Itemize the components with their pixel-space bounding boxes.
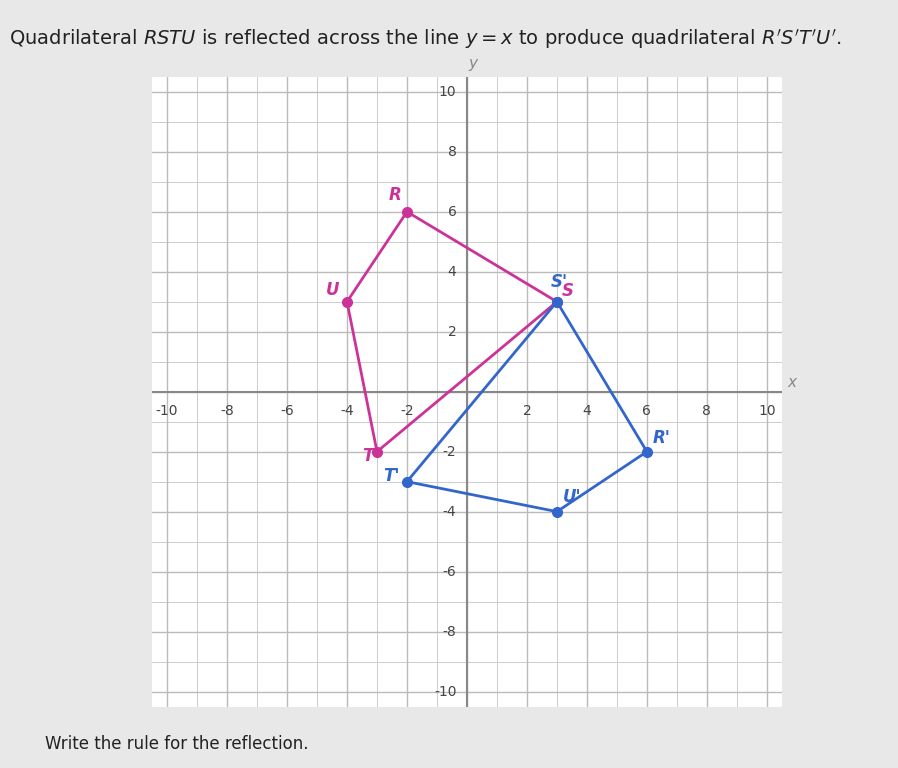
Text: 4: 4 bbox=[448, 265, 456, 279]
Text: -6: -6 bbox=[280, 404, 294, 418]
Text: 2: 2 bbox=[523, 404, 532, 418]
Text: T': T' bbox=[383, 467, 400, 485]
Text: 10: 10 bbox=[439, 84, 456, 99]
Text: 6: 6 bbox=[642, 404, 651, 418]
Text: U: U bbox=[326, 281, 339, 299]
Text: -6: -6 bbox=[443, 564, 456, 578]
Text: 6: 6 bbox=[447, 205, 456, 219]
Text: S: S bbox=[561, 282, 574, 300]
Text: -4: -4 bbox=[443, 505, 456, 518]
Text: 8: 8 bbox=[702, 404, 711, 418]
Text: 10: 10 bbox=[758, 404, 776, 418]
Text: R': R' bbox=[653, 429, 671, 447]
Text: -2: -2 bbox=[443, 445, 456, 458]
Text: 4: 4 bbox=[583, 404, 591, 418]
Text: -8: -8 bbox=[220, 404, 233, 418]
Text: 8: 8 bbox=[447, 145, 456, 159]
Text: U': U' bbox=[563, 488, 582, 505]
Text: -4: -4 bbox=[340, 404, 354, 418]
Text: S': S' bbox=[551, 273, 568, 291]
Text: -8: -8 bbox=[443, 624, 456, 638]
Text: T: T bbox=[362, 447, 374, 465]
Text: Write the rule for the reflection.: Write the rule for the reflection. bbox=[45, 735, 308, 753]
Text: -10: -10 bbox=[156, 404, 179, 418]
Text: -2: -2 bbox=[401, 404, 414, 418]
Text: Quadrilateral $\mathit{RSTU}$ is reflected across the line $y = x$ to produce qu: Quadrilateral $\mathit{RSTU}$ is reflect… bbox=[9, 27, 841, 51]
Text: y: y bbox=[469, 56, 478, 71]
Text: 2: 2 bbox=[448, 325, 456, 339]
Text: x: x bbox=[788, 376, 797, 390]
Text: R: R bbox=[389, 187, 401, 204]
Text: -10: -10 bbox=[434, 684, 456, 699]
